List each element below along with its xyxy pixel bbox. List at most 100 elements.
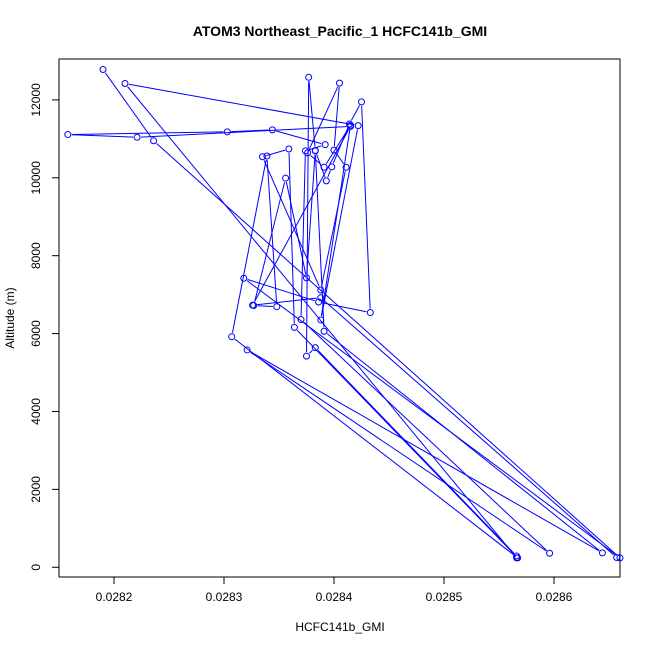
series-segment [276,130,322,145]
x-axis-label: HCFC141b_GMI [295,620,384,634]
data-point [317,316,325,324]
series-segment [127,86,515,556]
x-tick-label: 0.0282 [96,590,133,604]
data-point [358,98,365,106]
data-point [342,163,350,171]
series-segment [322,302,367,313]
chart-title: ATOM3 Northeast_Pacific_1 HCFC141b_GMI [193,23,487,39]
data-point [330,146,338,154]
data-point [223,128,231,136]
series-segment [308,86,339,150]
series-segment [309,350,313,354]
series-segment [257,305,273,308]
series-segment [104,72,152,138]
data-point [320,163,328,171]
series-segment [335,153,345,165]
data-point [514,554,522,562]
series-segment [350,105,361,121]
data-point [290,323,298,331]
series-segment [288,152,295,324]
y-tick-label: 2000 [29,476,43,503]
y-tick-label: 6000 [29,320,43,347]
data-point [303,352,310,360]
data-point [321,141,329,149]
series-segment [327,170,331,178]
data-point [303,274,310,282]
data-point [259,153,266,161]
series-segment [321,171,346,287]
data-point [616,554,624,562]
series-segment [254,181,286,302]
series-segment [141,126,347,138]
series-lines [71,72,618,556]
series-segment [231,159,267,333]
series-segment [71,131,224,135]
y-tick-label: 0 [29,564,43,571]
series-segment [231,129,269,133]
series-segment [323,300,615,556]
data-point [354,122,362,130]
data-point [268,126,276,134]
series-segment [296,329,516,556]
series-segment [317,350,515,554]
x-tick-label: 0.0284 [316,590,353,604]
data-point [366,309,374,317]
data-point [121,80,129,88]
data-point [315,298,323,306]
series-segment [256,297,317,306]
data-point [598,549,606,557]
data-point [311,344,319,352]
data-point [150,137,158,145]
x-tick-label: 0.0286 [536,590,573,604]
data-point [322,177,330,185]
data-point [297,316,305,324]
data-point [249,301,257,309]
series-segment [247,279,315,302]
data-point [304,149,312,157]
data-point [613,554,621,562]
series-segment [306,154,316,274]
data-point [347,122,354,130]
series-segment [303,321,548,551]
data-point [317,294,325,302]
data-point [228,333,236,341]
series-segment [316,154,326,178]
data-point [320,327,328,335]
series-segment [326,333,600,551]
data-point [301,147,309,155]
series-segment [300,154,306,316]
data-point [243,346,251,354]
data-point [317,286,325,294]
series-segment [128,83,355,126]
y-tick-label: 10000 [29,161,43,195]
series-segment [156,143,618,556]
series-segment [325,128,349,165]
series-segment [314,154,325,328]
series-segment [254,129,350,302]
series-segment [71,134,134,138]
series-segment [320,129,351,317]
data-point [285,145,293,153]
plot-frame [58,58,621,578]
y-axis-label: Altitude (m) [3,287,17,348]
data-point [311,147,319,155]
x-axis: 0.0282 0.0283 0.0284 0.0285 0.0286 [96,577,573,604]
data-point [99,66,107,74]
data-point [64,131,72,139]
data-point [282,174,290,182]
y-tick-label: 12000 [29,83,43,117]
series-segment [361,105,371,309]
series-points [64,66,624,562]
data-point [273,303,281,311]
series-segment [306,81,310,353]
data-point [546,549,554,557]
data-point [133,133,141,141]
series-segment [250,351,600,552]
data-point [240,274,248,282]
data-point [263,152,271,160]
data-point [305,73,313,81]
series-segment [234,338,515,556]
series-segment [321,129,358,317]
x-tick-label: 0.0283 [206,590,243,604]
